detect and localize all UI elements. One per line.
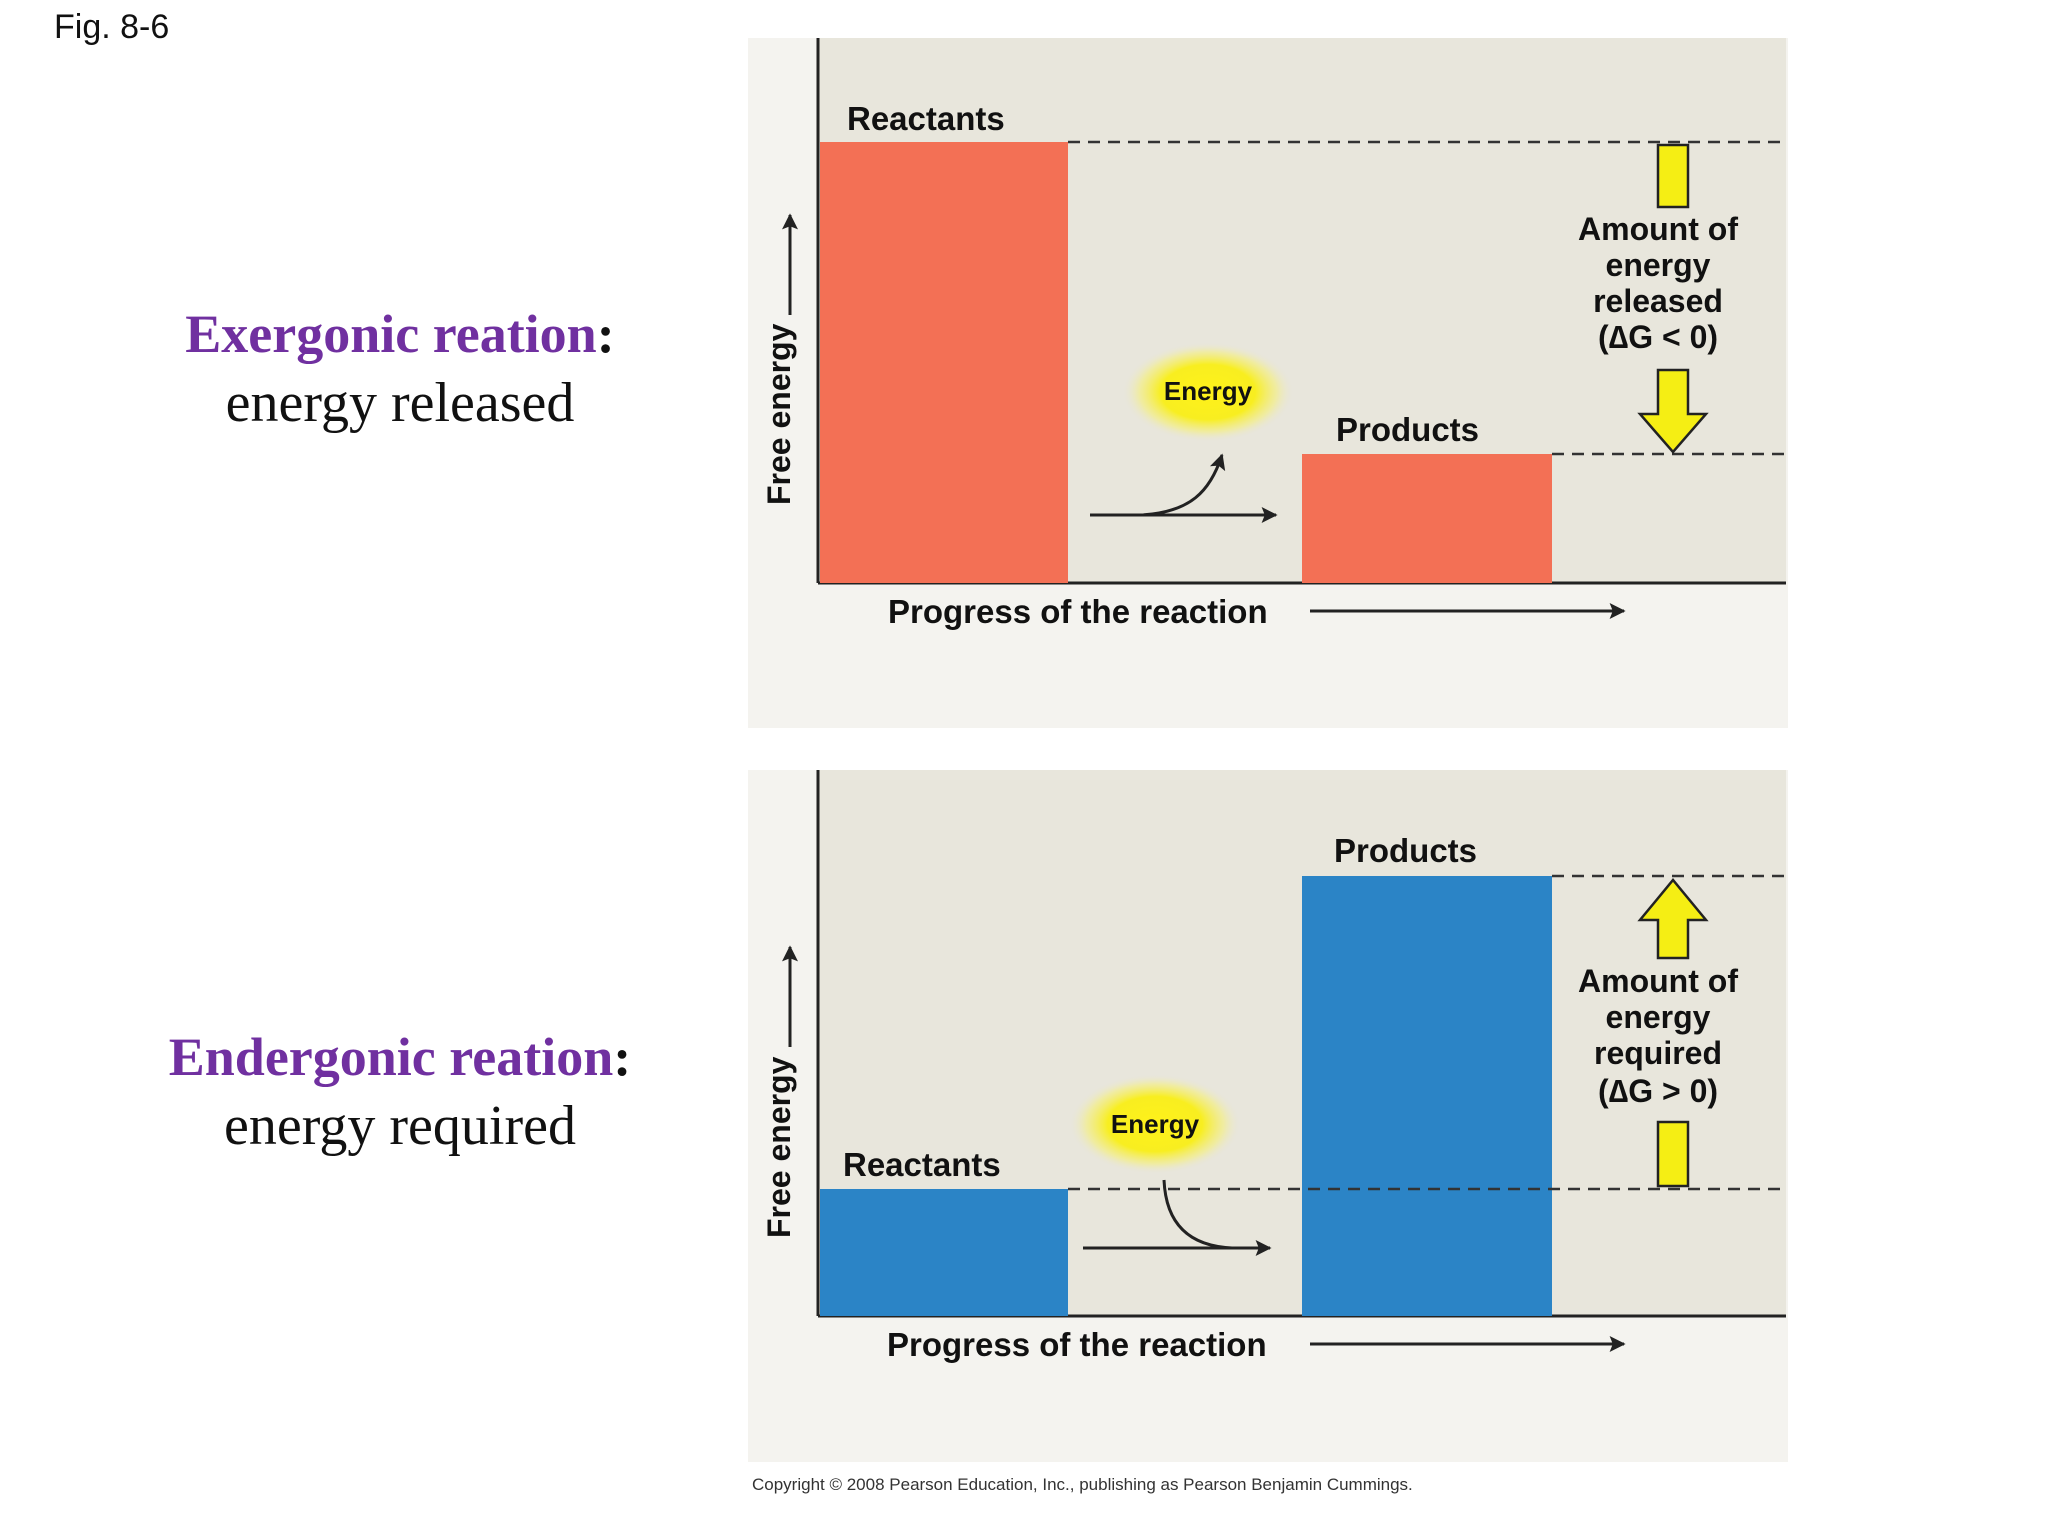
endergonic-colon: :: [613, 1027, 632, 1087]
exergonic-reactants-label: Reactants: [847, 100, 1005, 137]
endergonic-delta-line-1: Amount of: [1578, 963, 1738, 999]
exergonic-y-axis-label: Free energy: [761, 323, 797, 505]
endergonic-term: Endergonic reation: [168, 1027, 614, 1087]
endergonic-delta-arrow-bottom: [1656, 1120, 1690, 1188]
exergonic-energy-label: Energy: [1164, 376, 1253, 406]
endergonic-caption: Endergonic reation: energy required: [120, 1023, 680, 1161]
endergonic-products-label: Products: [1334, 832, 1477, 869]
exergonic-delta-line-3: released: [1593, 283, 1723, 319]
endergonic-delta-arrow-head: [1637, 878, 1709, 960]
exergonic-panel: Reactants Products Free energy Progress …: [748, 38, 1788, 728]
exergonic-term: Exergonic reation: [185, 304, 597, 364]
exergonic-x-axis-label: Progress of the reaction: [888, 593, 1268, 630]
exergonic-reactants-bar: [820, 142, 1068, 583]
copyright-notice: Copyright © 2008 Pearson Education, Inc.…: [752, 1475, 1413, 1494]
endergonic-products-bar: [1302, 876, 1552, 1316]
exergonic-delta-line-4: (∆G < 0): [1598, 319, 1718, 355]
endergonic-y-axis-label: Free energy: [761, 1056, 797, 1238]
exergonic-delta-line-2: energy: [1606, 247, 1711, 283]
endergonic-panel: Reactants Products Free energy Progress …: [748, 770, 1788, 1462]
exergonic-delta-line-1: Amount of: [1578, 211, 1738, 247]
exergonic-description: energy released: [225, 372, 575, 434]
exergonic-energy-glow: [1122, 342, 1294, 442]
endergonic-energy-label: Energy: [1111, 1109, 1200, 1139]
exergonic-colon: :: [596, 304, 615, 364]
exergonic-delta-arrow-top: [1656, 143, 1690, 209]
endergonic-x-axis-label: Progress of the reaction: [887, 1326, 1267, 1363]
endergonic-delta-line-3: required: [1594, 1035, 1722, 1071]
endergonic-delta-line-4: (∆G > 0): [1598, 1073, 1718, 1109]
endergonic-delta-line-2: energy: [1606, 999, 1711, 1035]
exergonic-release-arrow: [1141, 453, 1226, 517]
exergonic-products-label: Products: [1336, 411, 1479, 448]
endergonic-description: energy required: [224, 1095, 576, 1157]
exergonic-delta-label: Amount of energy released (∆G < 0): [1578, 211, 1738, 355]
figure-label: Fig. 8-6: [54, 8, 170, 46]
endergonic-delta-label: Amount of energy required (∆G > 0): [1578, 963, 1738, 1109]
endergonic-reactants-bar: [820, 1189, 1068, 1316]
endergonic-input-arrow: [1162, 1179, 1233, 1250]
exergonic-caption: Exergonic reation: energy released: [120, 300, 680, 438]
exergonic-products-bar: [1302, 454, 1552, 583]
endergonic-reactants-label: Reactants: [843, 1146, 1001, 1183]
exergonic-delta-arrow-head: [1637, 368, 1709, 454]
endergonic-energy-glow: [1069, 1074, 1241, 1174]
